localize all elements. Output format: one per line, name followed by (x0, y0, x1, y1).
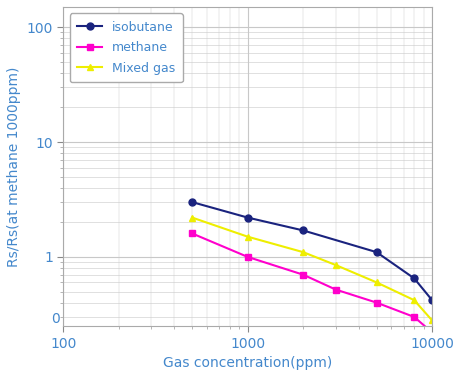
Text: 0: 0 (51, 312, 59, 326)
isobutane (374, 250, 379, 254)
Line: isobutane: isobutane (189, 199, 436, 303)
methane (374, 300, 379, 305)
Mixed gas (333, 263, 338, 267)
Mixed gas (429, 318, 435, 323)
Mixed gas (189, 215, 195, 220)
Line: Mixed gas: Mixed gas (189, 214, 436, 324)
isobutane (189, 200, 195, 204)
Y-axis label: Rs/Rs(at methane 1000ppm): Rs/Rs(at methane 1000ppm) (7, 66, 21, 267)
methane (301, 273, 306, 277)
methane (412, 315, 417, 319)
methane (429, 330, 435, 335)
methane (333, 287, 338, 292)
isobutane (429, 298, 435, 302)
isobutane (412, 276, 417, 280)
isobutane (301, 228, 306, 233)
methane (245, 254, 250, 259)
methane (189, 231, 195, 236)
X-axis label: Gas concentration(ppm): Gas concentration(ppm) (163, 356, 332, 370)
Mixed gas (412, 298, 417, 302)
Mixed gas (374, 280, 379, 285)
isobutane (245, 215, 250, 220)
Legend: isobutane, methane, Mixed gas: isobutane, methane, Mixed gas (70, 13, 183, 82)
Mixed gas (301, 250, 306, 254)
Line: methane: methane (189, 230, 436, 336)
Mixed gas (245, 234, 250, 239)
